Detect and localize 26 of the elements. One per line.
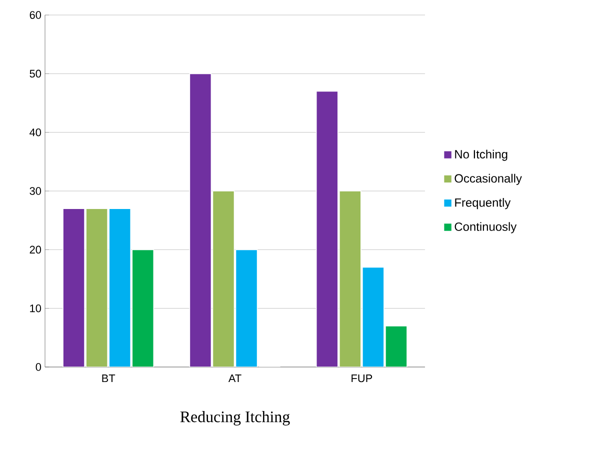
bar <box>338 190 362 367</box>
bar <box>316 90 338 367</box>
y-tick-label: 20 <box>30 246 42 254</box>
bar <box>108 208 132 367</box>
bar <box>212 190 235 367</box>
y-tick-label: 0 <box>36 363 42 371</box>
bar <box>385 326 408 367</box>
y-tick-label: 50 <box>30 70 42 78</box>
legend-label: Occasionally <box>454 174 522 185</box>
bar <box>235 249 258 367</box>
bar <box>132 249 154 367</box>
y-tick-label: 30 <box>30 187 42 195</box>
legend-label: Frequently <box>455 198 511 210</box>
y-tick-label: 10 <box>30 304 42 312</box>
bar <box>189 73 212 367</box>
bar <box>362 266 384 367</box>
y-tick-label: 60 <box>30 11 42 19</box>
x-tick-label: BT <box>102 374 116 382</box>
y-tick-label: 40 <box>30 128 42 136</box>
bar <box>62 208 85 367</box>
x-tick-label: FUP <box>352 374 372 382</box>
bar <box>86 208 108 367</box>
legend-label: Continuosly <box>454 222 517 234</box>
legend-label: No Itching <box>455 150 508 161</box>
x-tick-label: AT <box>228 374 242 382</box>
x-axis-title: Reducing Itching <box>180 411 290 426</box>
